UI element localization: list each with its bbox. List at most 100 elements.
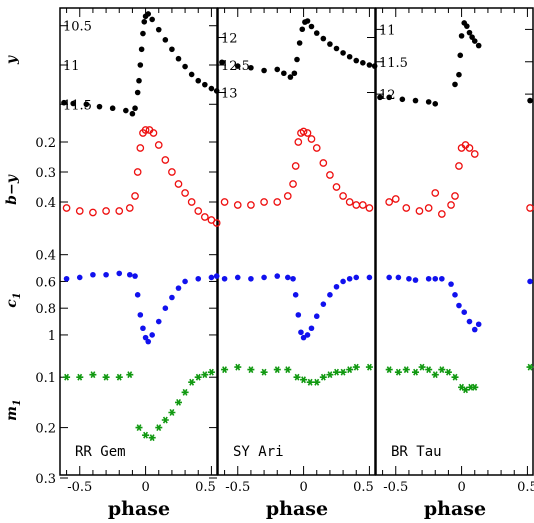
point-y-2 [327,41,333,47]
point-m1-1 [142,431,150,439]
point-y-2 [294,56,300,63]
point-c1-1 [149,332,155,338]
point-y-1 [195,77,202,84]
point-m1-2 [300,376,308,384]
point-y-2 [340,50,346,56]
point-m1-2 [326,371,334,379]
data-marks [61,11,534,442]
point-m1-3 [451,373,459,381]
point-m1-1 [126,371,134,379]
point-c1-2 [340,278,346,285]
point-m1-2 [313,378,321,386]
point-c1-2 [221,275,228,282]
point-c1-2 [298,329,304,336]
y-tick-label: 13 [221,87,238,102]
point-y-1 [169,46,175,53]
point-y-2 [371,63,378,69]
point-m1-2 [339,368,347,376]
point-c1-3 [406,275,412,282]
point-y-2 [353,57,360,64]
point-by-1 [136,144,145,152]
point-y-2 [219,59,225,66]
point-y-3 [457,52,464,59]
point-y-1 [145,11,152,17]
point-m1-3 [438,366,446,374]
x-tick-label: 0.5 [195,480,216,495]
point-y-1 [134,89,141,96]
x-tick-label: 0.5 [517,480,534,495]
point-m1-3 [467,383,475,391]
axis-ticks: -0.500.5-0.500.5-0.500.510.51111.51212.5… [35,8,534,495]
y-tick-label: 1 [48,329,56,344]
point-m1-2 [365,363,373,371]
point-by-1 [102,207,110,215]
point-by-3 [447,201,455,209]
point-y-3 [527,97,533,104]
point-c1-2 [300,334,307,341]
point-y-1 [138,46,145,53]
point-c1-3 [461,309,468,316]
row-label-m1: m1 [4,399,23,421]
panel-frames [59,7,534,476]
point-y-1 [132,105,138,112]
panel-frame-2 [217,7,376,476]
point-by-2 [220,198,229,206]
point-y-2 [320,35,327,42]
point-by-1 [194,207,203,215]
star-name-label: SY Ari [233,444,284,460]
point-by-3 [470,150,479,158]
point-y-1 [137,62,144,68]
point-m1-1 [155,424,163,432]
point-by-2 [326,171,334,179]
point-y-2 [308,23,315,30]
point-m1-3 [385,366,393,374]
svg-text:c1: c1 [4,292,23,308]
point-m1-3 [444,368,452,376]
point-by-2 [273,198,282,206]
point-by-1 [212,219,221,227]
point-by-1 [125,204,134,212]
point-y-2 [234,63,241,69]
x-tick-label: 0 [299,480,307,495]
point-y-1 [155,26,162,33]
point-y-2 [296,40,303,46]
point-by-1 [174,180,183,188]
point-m1-2 [293,373,301,381]
point-y-1 [70,100,76,107]
point-by-3 [415,207,424,215]
point-c1-1 [76,274,83,281]
point-y-1 [141,18,148,25]
point-c1-1 [90,271,96,278]
point-y-3 [412,97,419,104]
point-m1-2 [333,368,340,376]
point-c1-2 [290,275,296,282]
point-y-2 [366,62,373,68]
point-c1-1 [132,273,138,279]
point-c1-1 [134,292,141,298]
point-c1-1 [140,325,146,332]
point-by-2 [358,201,367,209]
y-tick-label: 0.4 [35,196,56,211]
point-m1-1 [188,378,196,386]
point-c1-2 [327,292,333,298]
point-y-1 [208,85,215,92]
point-y-1 [129,110,136,117]
y-tick-label: 0.2 [35,422,56,437]
point-m1-1 [207,368,215,376]
point-m1-3 [431,371,439,379]
axis-labels: phase phase phase y b−y c1 m1 RR Gem SY Ari BR Ta… [4,55,486,520]
point-y-3 [471,38,478,44]
point-y-3 [386,94,392,101]
point-c1-2 [274,273,281,279]
point-c1-3 [432,275,439,282]
point-y-3 [377,94,383,101]
point-m1-1 [201,371,209,379]
point-m1-3 [412,368,419,376]
point-c1-1 [155,318,162,325]
point-by-2 [299,127,308,136]
x-tick-label: 0 [457,480,465,495]
point-c1-2 [353,274,360,281]
point-by-2 [312,144,321,152]
point-y-2 [274,66,281,73]
point-by-1 [62,204,71,212]
